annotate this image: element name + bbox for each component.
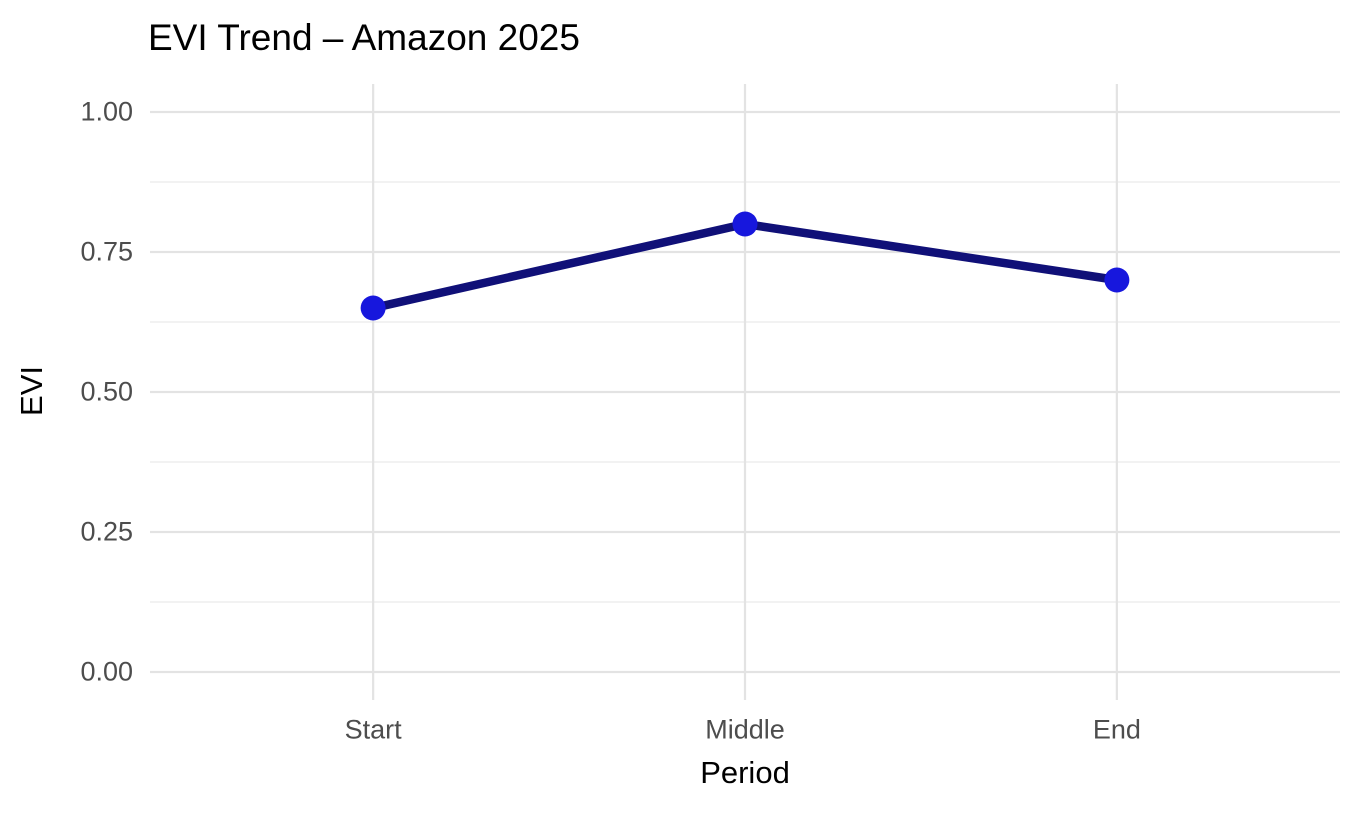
y-tick-label: 0.00 (80, 656, 133, 687)
data-point-middle (732, 211, 758, 237)
y-tick-label: 0.75 (80, 236, 133, 267)
plot-canvas (150, 84, 1340, 700)
plot-panel (150, 84, 1340, 700)
y-axis-title: EVI (14, 366, 49, 416)
x-tick-label: Start (344, 714, 402, 745)
y-tick-label: 0.50 (80, 376, 133, 407)
data-point-start (360, 295, 386, 321)
data-point-end (1104, 267, 1130, 293)
x-axis-title: Period (700, 755, 790, 790)
y-tick-label: 0.25 (80, 516, 133, 547)
x-tick-label: Middle (705, 714, 785, 745)
chart-title: EVI Trend – Amazon 2025 (148, 17, 580, 58)
x-tick-label: End (1092, 714, 1141, 745)
y-tick-label: 1.00 (80, 96, 133, 127)
